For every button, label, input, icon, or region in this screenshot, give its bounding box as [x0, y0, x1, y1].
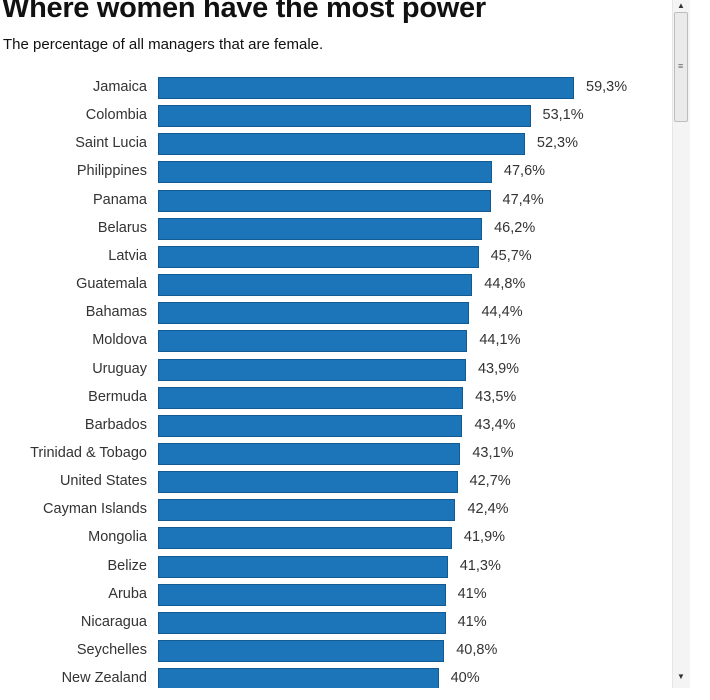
category-label: Panama: [92, 191, 147, 208]
category-label: Philippines: [76, 163, 147, 180]
value-label: 40,8%: [456, 642, 498, 658]
bar: [158, 527, 452, 550]
category-label: New Zealand: [61, 670, 147, 687]
bar-row: Bermuda 43,5%: [0, 386, 672, 409]
category-label: Saint Lucia: [75, 135, 147, 152]
bar: [158, 274, 473, 297]
value-label: 43,4%: [474, 416, 516, 433]
arrow-up-icon[interactable]: ▲: [677, 1, 685, 10]
bar-row: Barbados 43,4%: [0, 414, 672, 437]
bar-row: Panama 47,4%: [0, 189, 672, 212]
category-label: Belarus: [97, 219, 147, 236]
bar-row: Bahamas 44,4%: [0, 302, 672, 325]
bar-row: Jamaica 59,3%: [0, 77, 672, 99]
bar: [158, 302, 470, 325]
bar-row: Belize 41,3%: [0, 555, 672, 578]
value-label: 43,1%: [472, 444, 514, 461]
bar-row: Guatemala 44,8%: [0, 274, 672, 297]
bar: [158, 330, 468, 353]
bar-row: New Zealand 40%: [0, 668, 672, 688]
bar-row: Cayman Islands 42,4%: [0, 499, 672, 522]
category-label: Uruguay: [92, 360, 147, 377]
category-label: Nicaragua: [80, 613, 147, 630]
bar-row: United States 42,7%: [0, 471, 672, 494]
vertical-scrollbar[interactable]: ▲ ≡ ▼: [672, 0, 690, 688]
category-label: Bahamas: [85, 304, 147, 321]
category-label: Seychelles: [76, 642, 147, 658]
value-label: 42,4%: [467, 501, 509, 518]
value-label: 47,4%: [502, 191, 544, 208]
chart-title: Where women have the most power: [2, 0, 486, 24]
value-label: 45,7%: [490, 247, 532, 264]
value-label: 47,6%: [503, 163, 546, 180]
arrow-down-icon[interactable]: ▼: [677, 672, 685, 681]
bar: [158, 161, 492, 184]
bar: [158, 77, 574, 99]
category-label: Jamaica: [93, 79, 147, 95]
category-label: United States: [59, 473, 147, 490]
category-label: Bermuda: [88, 388, 147, 405]
value-label: 43,5%: [475, 388, 517, 405]
category-label: Belize: [107, 557, 148, 574]
category-label: Moldova: [92, 332, 147, 349]
scrollbar-thumb[interactable]: ≡: [674, 12, 688, 122]
bar-row: Saint Lucia 52,3%: [0, 133, 672, 156]
chart-viewport: Where women have the most power The perc…: [0, 0, 672, 688]
bar: [158, 583, 446, 606]
value-label: 44,4%: [481, 304, 523, 321]
category-label: Mongolia: [88, 529, 147, 546]
bar-row: Mongolia 41,9%: [0, 527, 672, 550]
bar: [158, 245, 479, 268]
bar-row: Uruguay 43,9%: [0, 358, 672, 381]
value-label: 53,1%: [542, 107, 584, 124]
category-label: Guatemala: [76, 276, 147, 293]
bar-row: Aruba 41%: [0, 583, 672, 606]
chart-subtitle: The percentage of all managers that are …: [3, 36, 324, 53]
value-label: 41%: [457, 613, 487, 630]
category-label: Barbados: [84, 416, 147, 433]
value-label: 46,2%: [494, 219, 536, 236]
category-label: Trinidad & Tobago: [30, 444, 147, 461]
value-label: 41,9%: [463, 529, 506, 546]
bar-row: Trinidad & Tobago 43,1%: [0, 442, 672, 465]
value-label: 59,3%: [586, 79, 628, 95]
value-label: 44,8%: [484, 276, 526, 293]
bar-row: Belarus 46,2%: [0, 217, 672, 240]
bar: [158, 442, 461, 465]
bar-row: Philippines 47,6%: [0, 161, 672, 184]
category-label: Cayman Islands: [43, 501, 147, 518]
value-label: 41%: [457, 585, 487, 602]
value-label: 43,9%: [477, 360, 520, 377]
bar-row: Moldova 44,1%: [0, 330, 672, 353]
value-label: 44,1%: [479, 332, 521, 349]
bar: [158, 189, 491, 212]
bar: [158, 217, 483, 240]
bar: [158, 471, 458, 494]
category-label: Latvia: [108, 247, 147, 264]
bar: [158, 358, 466, 381]
value-label: 42,7%: [469, 473, 511, 490]
value-label: 41,3%: [459, 557, 501, 574]
bar: [158, 133, 525, 156]
bar: [158, 414, 463, 437]
bar-row: Nicaragua 41%: [0, 611, 672, 634]
bar: [158, 499, 456, 522]
value-label: 40%: [450, 670, 480, 687]
value-label: 52,3%: [536, 135, 579, 152]
bar: [158, 611, 446, 634]
bar: [158, 668, 439, 688]
bar: [158, 555, 448, 578]
grip-icon: ≡: [678, 61, 684, 71]
category-label: Aruba: [108, 585, 147, 602]
bar-row: Latvia 45,7%: [0, 245, 672, 268]
category-label: Colombia: [85, 107, 147, 124]
bar-row: Seychelles 40,8%: [0, 640, 672, 662]
bar: [158, 105, 531, 128]
bar-row: Colombia 53,1%: [0, 105, 672, 128]
bar: [158, 640, 445, 662]
bar: [158, 386, 464, 409]
